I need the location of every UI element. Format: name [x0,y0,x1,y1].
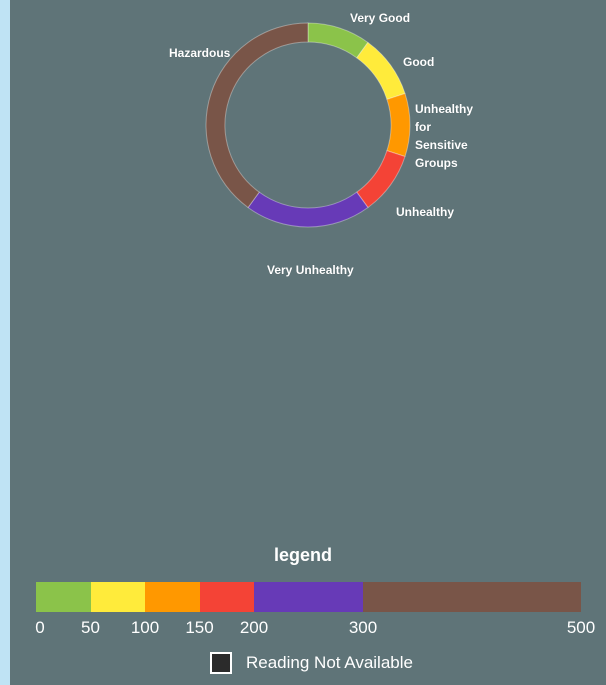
legend-tick-label: 150 [185,618,214,637]
not-available-swatch [210,652,232,674]
label-very-good: Very Good [350,11,411,25]
label-hazardous: Hazardous [169,46,231,60]
legend-segment [254,582,363,612]
donut-svg [205,22,411,228]
legend-tick-label: 0 [35,618,45,637]
donut-slice-hazardous [205,22,309,209]
donut-slice-very-unhealthy [247,191,369,228]
legend-tick-label: 100 [130,618,160,637]
aqi-donut-chart: Very Good Good Unhealthy for Sensitive G… [0,0,606,300]
legend-segment [199,582,254,612]
reading-not-available-legend: Reading Not Available [210,652,413,674]
window-edge [0,0,10,685]
not-available-label: Reading Not Available [246,653,413,672]
legend-segment [36,582,91,612]
legend-segment [145,582,200,612]
legend-segment [363,582,581,612]
legend-tick-label: 50 [81,618,100,637]
donut-slice-very-good [307,22,369,59]
legend-color-scale [36,582,581,612]
legend-tick-label: 300 [348,618,378,637]
label-unhealthy: Unhealthy [396,205,455,219]
label-unhealthy-sensitive: Unhealthy for Sensitive Groups [415,102,474,170]
legend-segment [90,582,145,612]
donut-slice-unhealthy-sensitive [386,92,411,158]
donut-slice-unhealthy [356,150,406,209]
legend-title: legend [273,545,332,565]
label-good: Good [403,55,435,69]
legend-tick-label: 200 [239,618,269,637]
legend-tick-label: 500 [566,618,596,637]
label-very-unhealthy: Very Unhealthy [267,263,354,277]
donut-slice-good [356,41,406,100]
